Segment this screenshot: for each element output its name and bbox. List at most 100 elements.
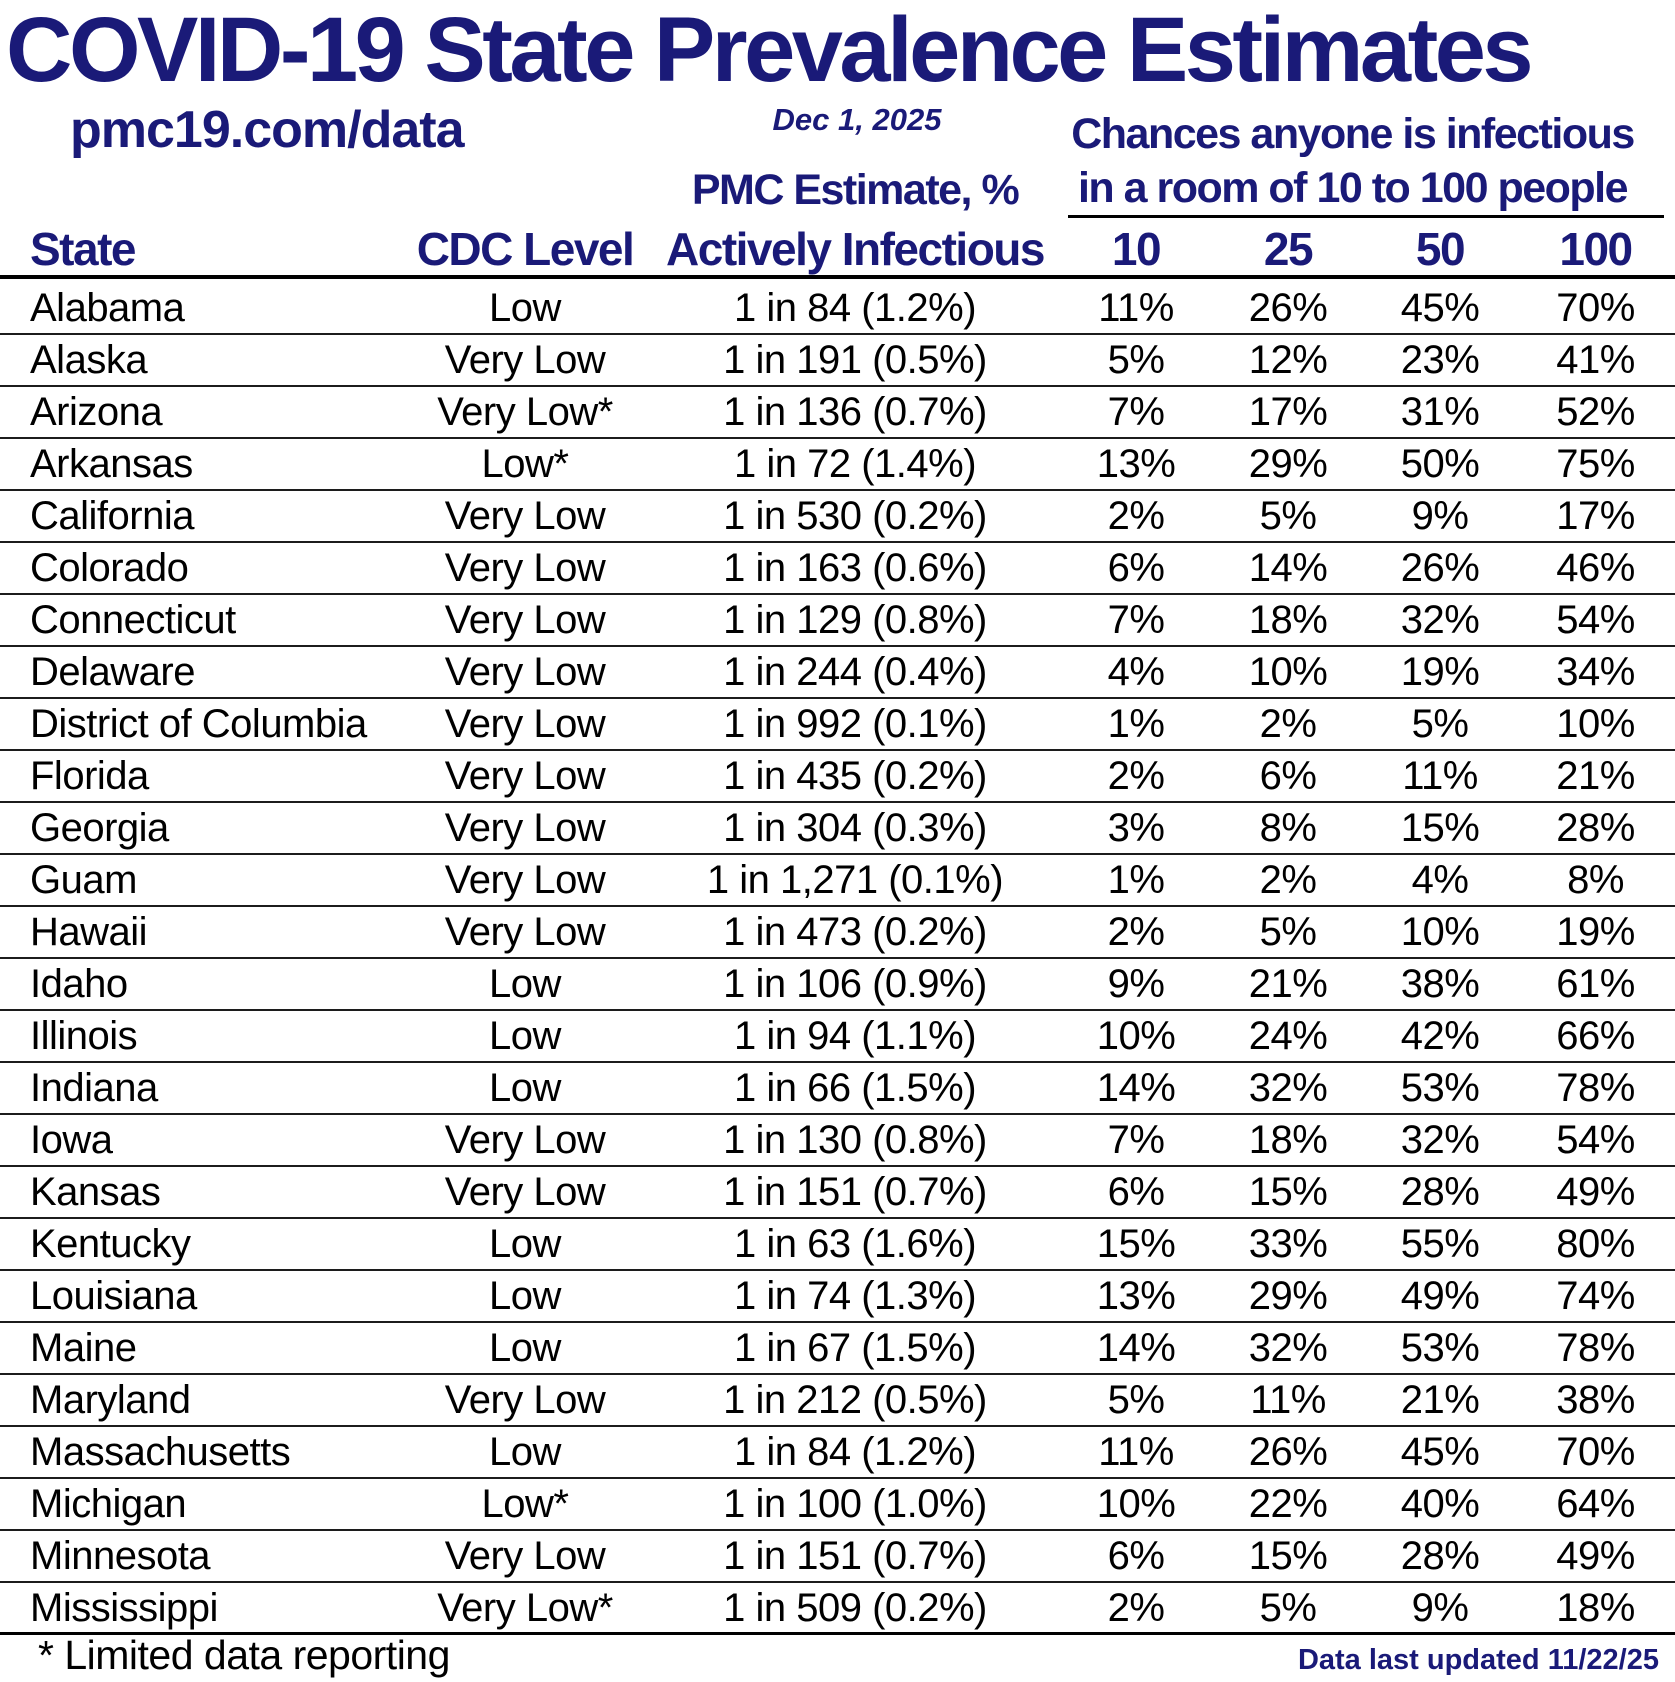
table-row: Iowa Very Low 1 in 130 (0.8%) 7% 18% 32%…: [0, 1115, 1675, 1167]
cdc-level-value: Low: [489, 1014, 561, 1058]
cdc-level-value: Very Low: [444, 650, 606, 694]
room-100-chance: 66%: [1556, 1014, 1635, 1058]
cdc-level-value: Very Low: [444, 1170, 606, 1214]
table-row: Louisiana Low 1 in 74 (1.3%) 13% 29% 49%…: [0, 1271, 1675, 1323]
cdc-level-value: Very Low: [444, 910, 606, 954]
room-10-chance: 6%: [1107, 1170, 1165, 1214]
room-25-chance: 29%: [1248, 1274, 1328, 1318]
table-row: Delaware Very Low 1 in 244 (0.4%) 4% 10%…: [0, 647, 1675, 699]
column-header-row: State CDC Level Actively Infectious 10 2…: [0, 222, 1675, 279]
pmc-estimate-value: 1 in 992 (0.1%): [723, 702, 987, 746]
room-50-chance: 49%: [1400, 1274, 1480, 1318]
room-100-chance: 41%: [1556, 338, 1635, 382]
room-50-chance: 5%: [1411, 702, 1469, 746]
pmc-estimate-value: 1 in 74 (1.3%): [733, 1274, 977, 1318]
state-name: Connecticut: [30, 598, 236, 642]
room-25-chance: 33%: [1248, 1222, 1328, 1266]
room-25-chance: 5%: [1259, 910, 1317, 954]
table-row: Maryland Very Low 1 in 212 (0.5%) 5% 11%…: [0, 1375, 1675, 1427]
pmc-estimate-value: 1 in 163 (0.6%): [723, 546, 987, 590]
room-10-chance: 6%: [1107, 1534, 1165, 1578]
room-50-chance: 10%: [1400, 910, 1480, 954]
pmc-estimate-value: 1 in 66 (1.5%): [733, 1066, 977, 1110]
room-10-chance: 11%: [1098, 286, 1174, 330]
cdc-level-value: Low*: [481, 1482, 569, 1526]
cdc-level-value: Very Low: [444, 494, 606, 538]
column-header-state: State: [30, 223, 136, 275]
room-25-chance: 26%: [1248, 286, 1328, 330]
room-25-chance: 17%: [1248, 390, 1328, 434]
table-row: Kansas Very Low 1 in 151 (0.7%) 6% 15% 2…: [0, 1167, 1675, 1219]
table-row: Kentucky Low 1 in 63 (1.6%) 15% 33% 55% …: [0, 1219, 1675, 1271]
room-50-chance: 31%: [1400, 390, 1480, 434]
source-link[interactable]: pmc19.com/data: [70, 101, 464, 159]
table-row: Arkansas Low* 1 in 72 (1.4%) 13% 29% 50%…: [0, 439, 1675, 491]
column-header-room-50: 50: [1415, 223, 1466, 275]
column-header-cdc-level: CDC Level: [416, 223, 635, 275]
room-10-chance: 4%: [1107, 650, 1165, 694]
table-row: Illinois Low 1 in 94 (1.1%) 10% 24% 42% …: [0, 1011, 1675, 1063]
room-50-chance: 55%: [1400, 1222, 1480, 1266]
table-row: Maine Low 1 in 67 (1.5%) 14% 32% 53% 78%: [0, 1323, 1675, 1375]
room-25-chance: 8%: [1259, 806, 1317, 850]
room-25-chance: 2%: [1259, 702, 1317, 746]
room-100-chance: 75%: [1556, 442, 1635, 486]
state-name: Hawaii: [30, 910, 148, 954]
room-50-chance: 38%: [1400, 962, 1480, 1006]
room-100-chance: 49%: [1556, 1534, 1635, 1578]
room-50-chance: 11%: [1402, 754, 1478, 798]
state-name: Colorado: [30, 546, 189, 590]
room-100-chance: 18%: [1556, 1586, 1635, 1630]
cdc-level-value: Very Low: [444, 1378, 606, 1422]
table-row: Arizona Very Low* 1 in 136 (0.7%) 7% 17%…: [0, 387, 1675, 439]
cdc-level-value: Very Low: [444, 806, 606, 850]
pmc-estimate-value: 1 in 191 (0.5%): [723, 338, 987, 382]
room-100-chance: 28%: [1556, 806, 1635, 850]
state-name: Iowa: [30, 1118, 113, 1162]
report-date: Dec 1, 2025: [772, 102, 942, 137]
room-25-chance: 15%: [1248, 1534, 1328, 1578]
state-name: Florida: [30, 754, 149, 798]
pmc-estimate-value: 1 in 72 (1.4%): [733, 442, 977, 486]
pmc-estimate-value: 1 in 130 (0.8%): [723, 1118, 987, 1162]
cdc-level-value: Very Low: [444, 598, 606, 642]
state-name: District of Columbia: [30, 702, 367, 746]
state-name: Alaska: [30, 338, 148, 382]
room-50-chance: 45%: [1400, 1430, 1480, 1474]
table-row: Idaho Low 1 in 106 (0.9%) 9% 21% 38% 61%: [0, 959, 1675, 1011]
room-25-chance: 18%: [1248, 1118, 1328, 1162]
pmc-estimate-value: 1 in 136 (0.7%): [723, 390, 987, 434]
table-row: Georgia Very Low 1 in 304 (0.3%) 3% 8% 1…: [0, 803, 1675, 855]
room-10-chance: 2%: [1107, 494, 1165, 538]
room-25-chance: 11%: [1250, 1378, 1326, 1422]
room-10-chance: 5%: [1107, 1378, 1165, 1422]
table-row: California Very Low 1 in 530 (0.2%) 2% 5…: [0, 491, 1675, 543]
state-name: Illinois: [30, 1014, 138, 1058]
state-name: Guam: [30, 858, 137, 902]
table-row: Connecticut Very Low 1 in 129 (0.8%) 7% …: [0, 595, 1675, 647]
room-50-chance: 4%: [1411, 858, 1469, 902]
pmc-estimate-value: 1 in 94 (1.1%): [733, 1014, 977, 1058]
cdc-level-value: Very Low: [444, 1118, 606, 1162]
state-name: Minnesota: [30, 1534, 211, 1578]
room-100-chance: 8%: [1567, 858, 1624, 902]
room-25-chance: 26%: [1248, 1430, 1328, 1474]
room-header-line2: in a room of 10 to 100 people: [1077, 164, 1629, 212]
pmc-estimate-value: 1 in 151 (0.7%): [723, 1170, 987, 1214]
footnote: * Limited data reporting: [38, 1632, 450, 1678]
table-row: Florida Very Low 1 in 435 (0.2%) 2% 6% 1…: [0, 751, 1675, 803]
room-25-chance: 5%: [1259, 494, 1317, 538]
room-25-chance: 18%: [1248, 598, 1328, 642]
room-10-chance: 2%: [1107, 910, 1165, 954]
state-name: Maine: [30, 1326, 137, 1370]
cdc-level-value: Low: [489, 1274, 561, 1318]
room-50-chance: 19%: [1400, 650, 1480, 694]
room-10-chance: 14%: [1096, 1066, 1176, 1110]
column-header-actively-infectious: Actively Infectious: [666, 223, 1045, 275]
room-100-chance: 34%: [1556, 650, 1635, 694]
state-name: Arkansas: [30, 442, 193, 486]
cdc-level-value: Very Low: [444, 338, 606, 382]
room-10-chance: 1%: [1107, 858, 1165, 902]
pmc-estimate-value: 1 in 151 (0.7%): [723, 1534, 987, 1578]
cdc-level-value: Very Low: [444, 546, 606, 590]
